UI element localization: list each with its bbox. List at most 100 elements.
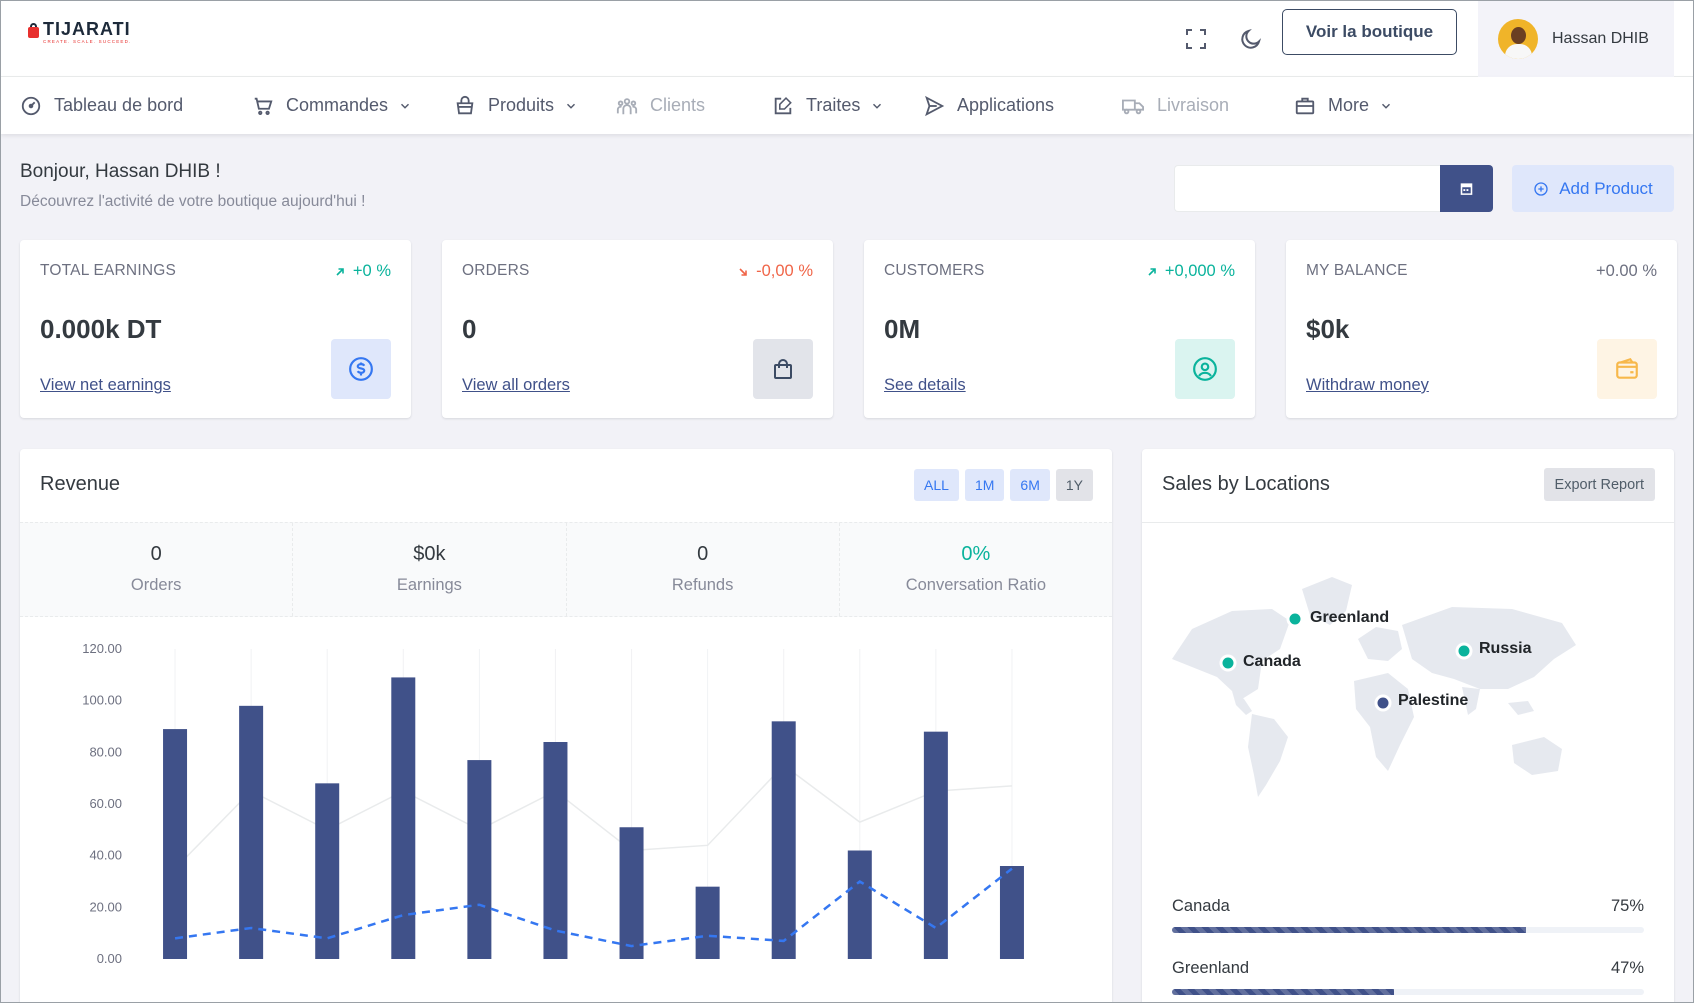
- revenue-title: Revenue: [40, 473, 121, 495]
- see-details-link[interactable]: See details: [884, 376, 966, 394]
- location-percent: 47%: [1610, 959, 1644, 977]
- view-net-earnings-link[interactable]: View net earnings: [40, 376, 171, 394]
- revenue-bar[interactable]: [467, 760, 492, 959]
- progress-track: [1172, 989, 1644, 995]
- stat-card-my-balance: My Balance +0.00 % $0k Withdraw money: [1286, 240, 1677, 418]
- range-6m-button[interactable]: 6M: [1010, 469, 1050, 501]
- nav-item-more[interactable]: More: [1294, 77, 1393, 134]
- nav-label: Livraison: [1157, 95, 1230, 115]
- revenue-bar[interactable]: [999, 866, 1024, 959]
- location-name: Canada: [1172, 897, 1230, 915]
- revenue-bar[interactable]: [771, 721, 796, 959]
- stat-title: Orders: [462, 262, 530, 279]
- plus-circle-icon: [1534, 181, 1548, 196]
- users-icon: [616, 97, 638, 114]
- user-menu[interactable]: Hassan DHIB: [1478, 1, 1674, 77]
- nav-label: Commandes: [286, 95, 389, 115]
- brand-logo[interactable]: TIJARATI CREATE. SCALE. SUCCEED.: [27, 20, 132, 44]
- arrow-down-right-icon: [739, 267, 747, 276]
- send-icon: [925, 95, 945, 116]
- revenue-summary: 0 Orders $0k Earnings 0 Refunds 0% Conve…: [20, 522, 1112, 617]
- view-all-orders-link[interactable]: View all orders: [462, 376, 570, 394]
- summary-refunds: 0 Refunds: [567, 523, 840, 616]
- range-all-button[interactable]: ALL: [914, 469, 959, 501]
- calendar-icon: [1460, 183, 1473, 195]
- stat-title: Customers: [884, 262, 985, 279]
- summary-conversion-ratio: 0% Conversation Ratio: [905, 543, 1047, 594]
- add-product-button[interactable]: Add Product: [1512, 165, 1674, 212]
- revenue-bar[interactable]: [619, 827, 644, 959]
- marker-label-canada: Canada: [1243, 653, 1301, 670]
- revenue-bar[interactable]: [695, 886, 720, 959]
- withdraw-money-link[interactable]: Withdraw money: [1306, 376, 1429, 394]
- date-range-input[interactable]: [1174, 165, 1440, 212]
- dashed-series-line: [174, 867, 1013, 948]
- stat-card-customers: Customers +0,000 % 0M See details: [864, 240, 1255, 418]
- view-shop-button[interactable]: Voir la boutique: [1282, 9, 1457, 55]
- nav-item-clients[interactable]: Clients: [616, 77, 705, 134]
- nav-label: Produits: [488, 95, 555, 115]
- y-tick-label: 120.00: [82, 641, 122, 656]
- basket-icon: [456, 95, 474, 114]
- location-percent: 75%: [1610, 897, 1644, 915]
- greeting-subtitle: Découvrez l'activité de votre boutique a…: [20, 193, 366, 210]
- marker-canada[interactable]: [1219, 654, 1237, 672]
- marker-russia[interactable]: [1455, 642, 1473, 660]
- range-1m-button[interactable]: 1M: [964, 469, 1005, 501]
- stat-title: Total Earnings: [40, 262, 177, 279]
- main-nav: Tableau de bord Commandes Produits Clien…: [1, 77, 1693, 134]
- nav-item-commandes[interactable]: Commandes: [252, 77, 412, 134]
- nav-item-livraison[interactable]: Livraison: [1121, 77, 1229, 134]
- stat-change: +0.00 %: [1595, 262, 1657, 280]
- stat-change: +0 %: [335, 262, 391, 281]
- revenue-chart: 0.00 20.00 40.00 60.00 80.00 100.00 120.00: [82, 641, 1024, 966]
- y-tick-label: 60.00: [89, 796, 122, 811]
- brand-tagline: CREATE. SCALE. SUCCEED.: [43, 39, 132, 44]
- revenue-bar[interactable]: [239, 705, 264, 959]
- dark-mode-moon-icon[interactable]: [1229, 17, 1273, 61]
- sales-by-locations-card: Sales by Locations Export Report: [1142, 449, 1674, 1002]
- nav-item-traites[interactable]: Traites: [772, 77, 884, 134]
- world-map[interactable]: [1162, 549, 1582, 799]
- range-1y-button[interactable]: 1Y: [1055, 469, 1093, 501]
- y-tick-label: 20.00: [89, 899, 122, 914]
- y-tick-label: 0.00: [97, 951, 122, 966]
- greeting: Bonjour, Hassan DHIB !: [20, 161, 221, 182]
- y-tick-label: 100.00: [82, 693, 122, 708]
- summary-orders: 0 Orders: [20, 523, 294, 616]
- revenue-bar[interactable]: [543, 742, 568, 959]
- revenue-bar[interactable]: [391, 677, 416, 959]
- cart-icon: [254, 97, 273, 115]
- nav-item-produits[interactable]: Produits: [454, 77, 578, 134]
- fullscreen-icon[interactable]: [1174, 17, 1218, 61]
- revenue-card: Revenue ALL 1M 6M 1Y 0 Orders $0k Earnin…: [20, 449, 1112, 1002]
- marker-label-greenland: Greenland: [1310, 609, 1390, 626]
- revenue-bar[interactable]: [163, 729, 188, 959]
- add-product-label: Add Product: [1559, 178, 1653, 198]
- wallet-icon: [1597, 339, 1657, 399]
- progress-fill: [1172, 927, 1526, 933]
- area-series-line: [174, 764, 1013, 870]
- calendar-button[interactable]: [1440, 165, 1493, 212]
- chevron-down-icon: [873, 103, 882, 109]
- revenue-bar[interactable]: [847, 850, 872, 960]
- nav-label: Applications: [957, 95, 1055, 115]
- revenue-bar[interactable]: [923, 731, 948, 959]
- nav-label: Tableau de bord: [54, 95, 184, 115]
- nav-label: More: [1328, 95, 1370, 115]
- stat-value: 0M: [884, 314, 921, 344]
- marker-greenland[interactable]: [1286, 610, 1304, 628]
- arrow-up-right-icon: [336, 267, 344, 276]
- y-tick-label: 80.00: [89, 744, 122, 759]
- shopping-bag-icon: [753, 339, 813, 399]
- dashboard-icon: [21, 96, 41, 115]
- marker-palestine[interactable]: [1374, 694, 1392, 712]
- export-report-button[interactable]: Export Report: [1543, 468, 1655, 501]
- nav-item-applications[interactable]: Applications: [923, 77, 1054, 134]
- revenue-bar[interactable]: [315, 783, 340, 959]
- nav-item-dashboard[interactable]: Tableau de bord: [20, 77, 183, 134]
- stat-value: 0: [462, 314, 477, 344]
- chevron-down-icon: [567, 103, 576, 109]
- progress-fill: [1172, 989, 1394, 995]
